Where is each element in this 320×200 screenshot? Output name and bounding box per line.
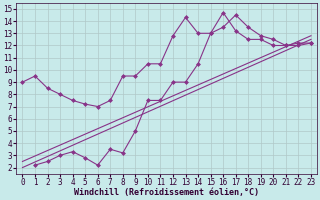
- X-axis label: Windchill (Refroidissement éolien,°C): Windchill (Refroidissement éolien,°C): [74, 188, 259, 197]
